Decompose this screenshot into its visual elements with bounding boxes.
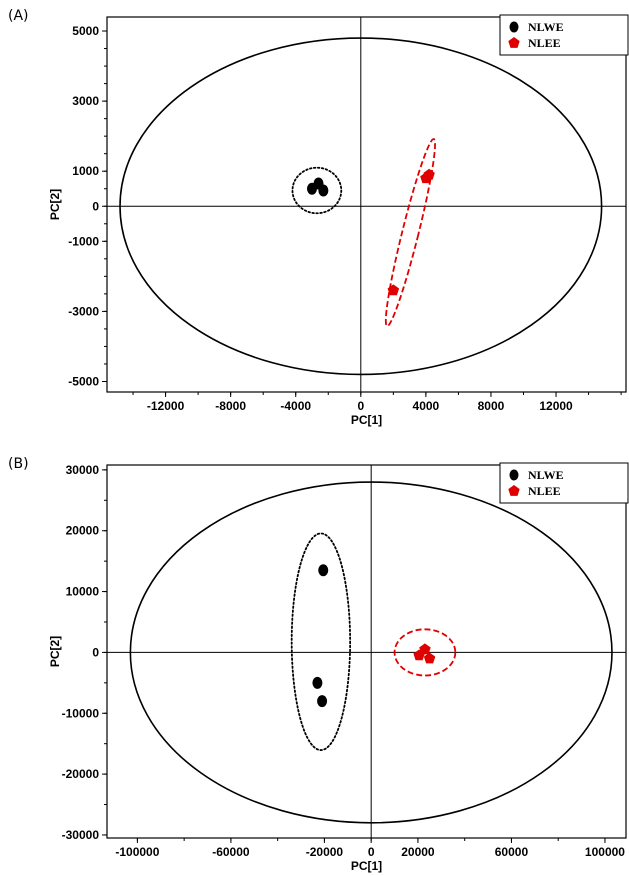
confidence-ellipse <box>119 37 603 376</box>
data-point-nlwe <box>312 676 323 689</box>
y-tick-label: -5000 <box>68 374 99 388</box>
x-tick-label: 100000 <box>585 845 625 859</box>
y-tick-label: -3000 <box>68 304 99 318</box>
legend-box <box>499 14 629 56</box>
chart-a: -12000 -8000 -4000 0 4000 8000 12000 5000 3000 10… <box>48 14 629 427</box>
confidence-ellipse <box>129 481 613 824</box>
data-point-nlee <box>413 649 425 661</box>
y-tick-label: 3000 <box>72 94 99 108</box>
legend-box <box>499 462 629 504</box>
y-axis-label: PC[2] <box>48 189 62 220</box>
data-point-nlwe <box>317 695 328 708</box>
x-tick-label: -12000 <box>147 399 185 413</box>
legend-label-nlwe: NLWE <box>528 468 564 482</box>
x-tick-label: -100000 <box>115 845 159 859</box>
legend-marker-nlee <box>508 485 520 496</box>
legend-label-nlwe: NLWE <box>528 20 564 34</box>
legend-marker-nlwe <box>509 469 519 481</box>
x-tick-label: 60000 <box>495 845 529 859</box>
y-tick-label: 1000 <box>72 164 99 178</box>
data-point-nlwe <box>318 564 329 577</box>
y-tick-label: 30000 <box>66 463 100 477</box>
y-axis-label: PC[2] <box>48 636 62 667</box>
nlwe-group-ellipse <box>290 532 352 751</box>
chart-b: -100000 -60000 -20000 0 20000 60000 1000003000… <box>48 462 629 873</box>
y-tick-label: 5000 <box>72 24 99 38</box>
x-axis-label: PC[1] <box>351 859 382 873</box>
x-tick-label: 0 <box>357 399 364 413</box>
data-point-nlee <box>423 652 436 664</box>
nlee-group-ellipse <box>393 628 457 677</box>
x-tick-label: 8000 <box>478 399 505 413</box>
x-tick-label: 0 <box>368 845 375 859</box>
data-point-nlee <box>419 643 431 655</box>
x-axis-label: PC[1] <box>351 413 382 427</box>
y-tick-label: 20000 <box>66 524 100 538</box>
x-tick-label: -8000 <box>215 399 246 413</box>
plot-frame <box>106 16 627 393</box>
x-tick-label: -4000 <box>280 399 311 413</box>
x-tick-label: 20000 <box>401 845 435 859</box>
data-point-nlwe <box>318 184 329 197</box>
data-point-nlee <box>387 284 400 296</box>
y-tick-label: 10000 <box>66 585 100 599</box>
nlee-group-ellipse <box>384 138 436 327</box>
legend-marker-nlee <box>508 37 520 48</box>
y-tick-label: -30000 <box>62 828 100 842</box>
x-tick-label: 12000 <box>539 399 573 413</box>
y-tick-label: -1000 <box>68 234 99 248</box>
x-tick-label: 4000 <box>413 399 440 413</box>
nlwe-group-ellipse <box>291 166 343 215</box>
data-point-nlee <box>423 168 435 180</box>
y-tick-label: 0 <box>92 199 99 213</box>
legend-marker-nlwe <box>509 21 519 33</box>
y-tick-label: -10000 <box>62 706 100 720</box>
legend-label-nlee: NLEE <box>528 36 561 50</box>
x-tick-label: -20000 <box>306 845 344 859</box>
y-tick-label: -20000 <box>62 767 100 781</box>
panel-b-label: (B) <box>8 456 29 472</box>
y-tick-label: 0 <box>92 645 99 659</box>
x-tick-label: -60000 <box>212 845 250 859</box>
legend-label-nlee: NLEE <box>528 484 561 498</box>
plot-frame <box>106 464 627 839</box>
panel-a-label: (A) <box>8 8 29 24</box>
